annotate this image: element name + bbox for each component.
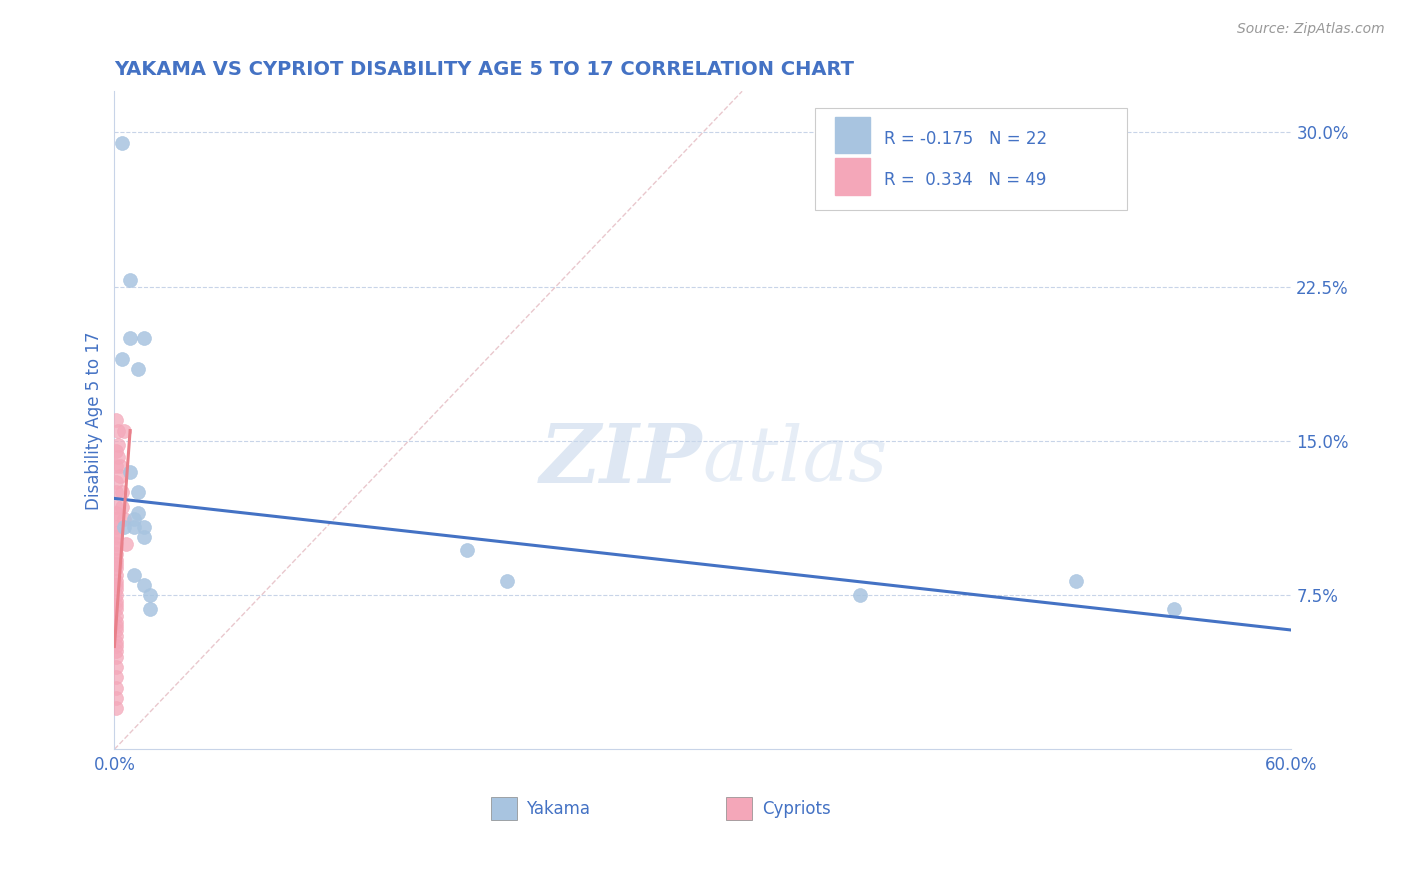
Point [105, 599, 128, 613]
Point [849, 588, 872, 602]
Point [105, 608, 128, 623]
FancyBboxPatch shape [835, 117, 870, 153]
FancyBboxPatch shape [835, 159, 870, 194]
Point [105, 526, 128, 541]
Text: Source: ZipAtlas.com: Source: ZipAtlas.com [1237, 22, 1385, 37]
FancyBboxPatch shape [727, 797, 752, 821]
Point [105, 531, 128, 545]
Point [105, 623, 128, 637]
Point [132, 520, 155, 534]
Point [107, 438, 129, 452]
Point [115, 536, 138, 550]
Point [112, 512, 135, 526]
Point [112, 520, 135, 534]
Point [120, 331, 142, 345]
Point [105, 567, 128, 582]
Point [105, 681, 128, 695]
Point [105, 615, 128, 629]
Text: Yakama: Yakama [526, 799, 591, 818]
Point [127, 362, 149, 376]
Text: R =  0.334   N = 49: R = 0.334 N = 49 [884, 171, 1046, 189]
Point [127, 485, 149, 500]
Point [105, 635, 128, 649]
Point [127, 506, 149, 520]
Point [120, 273, 142, 287]
Point [132, 331, 155, 345]
Point [105, 690, 128, 705]
Point [1064, 574, 1087, 588]
Point [105, 512, 128, 526]
Point [138, 602, 160, 616]
Text: YAKAMA VS CYPRIOT DISABILITY AGE 5 TO 17 CORRELATION CHART: YAKAMA VS CYPRIOT DISABILITY AGE 5 TO 17… [114, 60, 855, 78]
Point [105, 475, 128, 489]
Point [495, 574, 517, 588]
Point [132, 531, 155, 545]
Text: R = -0.175   N = 22: R = -0.175 N = 22 [884, 129, 1047, 148]
Point [120, 465, 142, 479]
Point [105, 558, 128, 572]
Point [105, 619, 128, 633]
Point [107, 424, 129, 438]
Point [111, 351, 134, 366]
Point [105, 444, 128, 458]
Point [105, 574, 128, 588]
Point [105, 561, 128, 575]
Point [105, 649, 128, 664]
Point [105, 660, 128, 674]
Point [105, 640, 128, 654]
Point [122, 512, 145, 526]
Point [456, 542, 478, 557]
Point [1163, 602, 1185, 616]
FancyBboxPatch shape [491, 797, 517, 821]
Text: ZIP: ZIP [540, 420, 703, 500]
Point [105, 506, 128, 520]
FancyBboxPatch shape [814, 108, 1126, 210]
Point [105, 541, 128, 555]
Point [111, 136, 134, 150]
Point [105, 670, 128, 684]
Point [105, 582, 128, 596]
Point [105, 629, 128, 643]
Point [122, 520, 145, 534]
Point [105, 578, 128, 592]
Point [105, 485, 128, 500]
Point [105, 643, 128, 657]
Point [132, 578, 155, 592]
Point [105, 602, 128, 616]
Text: atlas: atlas [703, 423, 889, 497]
Point [107, 450, 129, 465]
Point [105, 553, 128, 567]
Point [105, 594, 128, 608]
Point [111, 500, 134, 514]
Point [105, 413, 128, 427]
Point [112, 424, 135, 438]
Point [105, 520, 128, 534]
Point [105, 547, 128, 561]
Point [105, 458, 128, 473]
Point [105, 588, 128, 602]
Point [122, 567, 145, 582]
Point [110, 458, 132, 473]
Point [111, 485, 134, 500]
Point [105, 500, 128, 514]
Y-axis label: Disability Age 5 to 17: Disability Age 5 to 17 [86, 331, 103, 509]
Point [110, 468, 132, 483]
Point [105, 536, 128, 550]
Point [105, 701, 128, 715]
Text: Cypriots: Cypriots [762, 799, 831, 818]
Point [138, 588, 160, 602]
